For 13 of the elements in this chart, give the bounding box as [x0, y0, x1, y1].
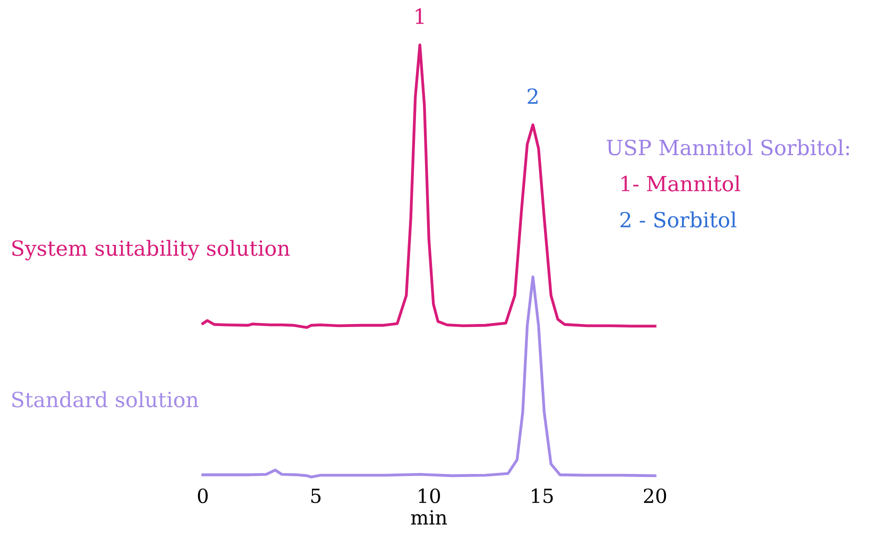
text: System suitability solution [12, 240, 290, 260]
annotation: 2 - Sorbitol [620, 211, 736, 228]
x-tick-label: 5 [311, 488, 321, 504]
x-tick-label: 15 [532, 488, 553, 504]
annotation: USP Mannitol Sorbitol: [606, 139, 849, 156]
text: Standard solution [12, 391, 198, 408]
annotation: 1 [416, 8, 424, 24]
annotation: 2 [528, 88, 538, 104]
x-axis-title: min [411, 510, 447, 524]
x-tick-label: 20 [644, 488, 666, 504]
x-tick-label: 0 [198, 488, 208, 504]
x-tick-label: 10 [418, 488, 440, 504]
annotation: 1- Mannitol [622, 175, 740, 192]
